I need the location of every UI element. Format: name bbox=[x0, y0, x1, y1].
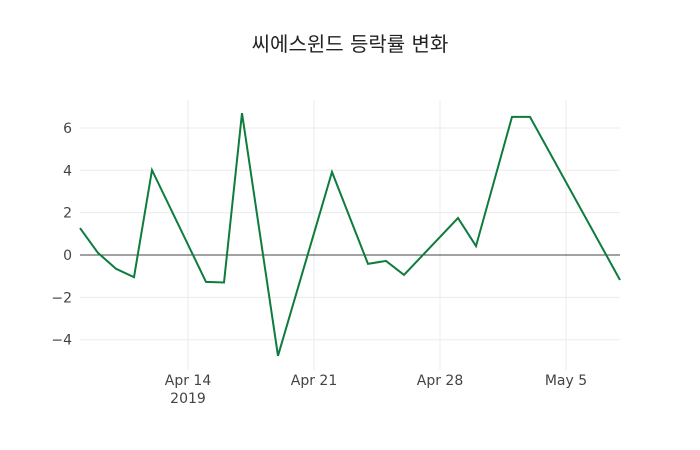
y-axis-ticks: −4 −2 0 2 4 6 bbox=[51, 121, 72, 349]
x-tick-label: Apr 14 bbox=[165, 373, 212, 389]
grid-lines bbox=[80, 100, 620, 370]
y-tick-label: 6 bbox=[63, 121, 72, 137]
x-axis-ticks: Apr 14 2019 Apr 21 Apr 28 May 5 bbox=[165, 373, 587, 407]
x-tick-label: Apr 28 bbox=[417, 373, 463, 389]
data-series bbox=[79, 112, 621, 357]
y-tick-label: 2 bbox=[63, 206, 72, 222]
y-tick-label: 0 bbox=[63, 248, 72, 264]
y-tick-label: −2 bbox=[51, 290, 72, 306]
y-tick-label: −4 bbox=[51, 333, 72, 349]
chart-title: 씨에스윈드 등락률 변화 bbox=[251, 32, 449, 56]
y-tick-label: 4 bbox=[63, 163, 72, 179]
x-tick-label: Apr 21 bbox=[291, 373, 337, 389]
series-line bbox=[79, 112, 621, 357]
x-tick-label: May 5 bbox=[545, 373, 587, 389]
x-tick-year-label: 2019 bbox=[170, 391, 206, 407]
